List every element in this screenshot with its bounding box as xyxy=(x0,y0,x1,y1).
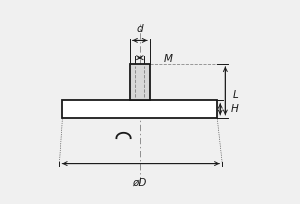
Text: d: d xyxy=(136,24,143,34)
Bar xyxy=(130,64,150,101)
Text: H: H xyxy=(231,103,239,113)
Text: øD: øD xyxy=(133,177,147,187)
Bar xyxy=(62,101,217,118)
Text: L: L xyxy=(233,90,239,100)
Text: M: M xyxy=(163,53,172,63)
